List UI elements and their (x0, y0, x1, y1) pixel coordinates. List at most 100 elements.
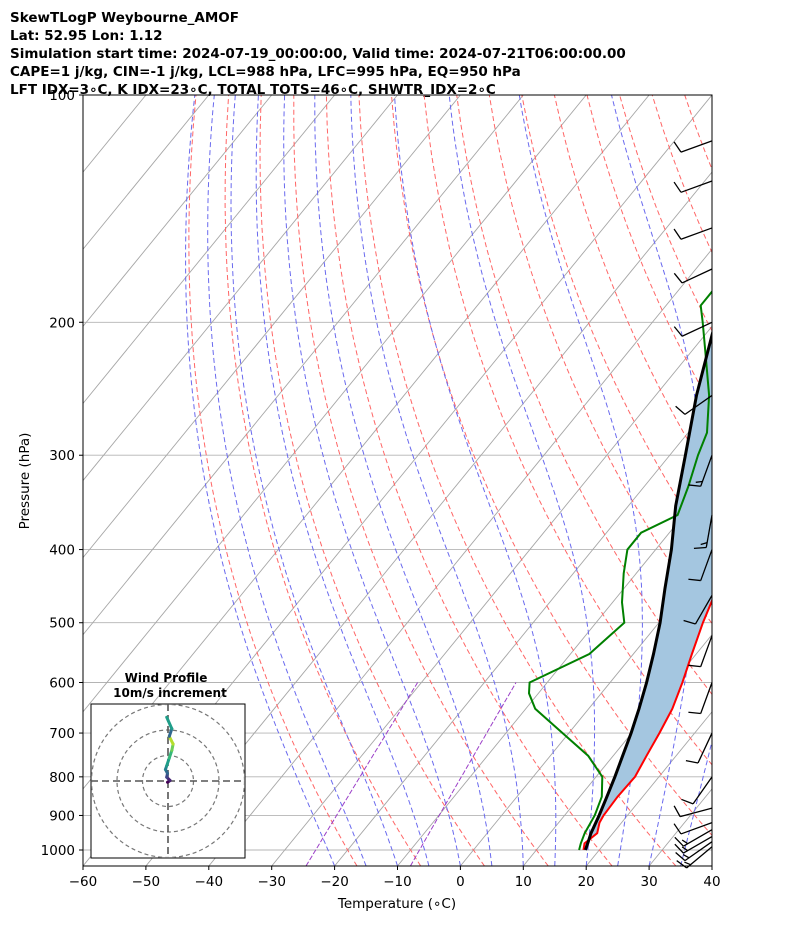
wind-barb (685, 732, 713, 764)
dry-adiabat-line (391, 95, 712, 837)
x-tick-label: 0 (456, 874, 465, 890)
wind-barb-shaft (679, 807, 713, 818)
wind-barb (683, 595, 713, 625)
moist-adiabat-line (350, 95, 524, 866)
wind-barbs (673, 140, 713, 869)
wind-barb (688, 549, 713, 582)
isotherm-line (145, 171, 712, 866)
y-tick-label: 900 (49, 808, 75, 824)
dry-adiabat-line (325, 95, 613, 866)
mixing-ratio-line (305, 682, 419, 866)
wind-barb-feather (673, 326, 683, 337)
isotherm-line (83, 95, 210, 250)
wind-barb-feather (673, 181, 682, 193)
wind-barb-shaft (680, 227, 713, 240)
dry-adiabat-line (188, 95, 358, 866)
dewpoint-line (527, 290, 712, 851)
wind-barb-feather (681, 839, 689, 845)
dry-adiabat-line (783, 95, 794, 866)
moist-adiabat-line (185, 95, 336, 866)
y-tick-label: 800 (49, 770, 75, 786)
wind-barb (674, 836, 713, 854)
hodograph-subtitle: 10m/s increment (113, 686, 227, 700)
wind-barb (673, 805, 713, 818)
x-tick-label: 40 (703, 874, 720, 890)
y-tick-label: 700 (49, 726, 75, 742)
y-axis-label: Pressure (hPa) (17, 433, 33, 530)
hodograph-inset: Wind Profile 10m/s increment (90, 671, 246, 859)
figure-header: SkewTLogP Weybourne_AMOF Lat: 52.95 Lon:… (10, 9, 626, 99)
wind-barb-shaft (700, 682, 713, 714)
profile-lines (527, 290, 712, 851)
isotherm-line (83, 95, 335, 405)
moist-adiabat-line (711, 864, 712, 866)
moist-adiabat-line (255, 95, 430, 866)
axes: −60 −50 −40 −30 −20 −10 0 10 20 30 40 100 200 300 400 5… (41, 88, 721, 890)
dry-adiabat-line (717, 95, 794, 866)
wind-barb-feather (688, 664, 701, 668)
wind-barb (693, 514, 713, 550)
wind-barb-shaft (684, 841, 713, 862)
isotherm-line (711, 865, 712, 866)
wind-barb-feather (674, 843, 684, 854)
dry-adiabat-line (651, 95, 712, 254)
dry-adiabat-line (293, 95, 549, 866)
wind-barb (673, 321, 713, 337)
wind-barb-shaft (681, 321, 713, 337)
wind-barb-feather (700, 541, 708, 546)
stability-indices-2: LFT IDX=3∘C, K IDX=23∘C, TOTAL TOTS=46∘C… (10, 82, 496, 98)
dry-adiabat-line (521, 95, 712, 554)
wind-barb (688, 455, 713, 487)
moist-adiabat-line (283, 95, 461, 866)
wind-barb-feather (681, 798, 694, 805)
isotherm-line (334, 402, 712, 866)
isotherm-line (522, 633, 712, 866)
moist-adiabat-line (314, 95, 493, 866)
x-tick-label: −40 (195, 874, 224, 890)
wind-barb (675, 394, 713, 415)
wind-barb-feather (683, 619, 696, 625)
wind-barb-feather (693, 546, 707, 550)
wind-barb (673, 268, 713, 284)
wind-barb-shaft (697, 732, 713, 764)
wind-barb (681, 776, 713, 805)
hodograph-title: Wind Profile (125, 671, 208, 685)
wind-barb-feather (681, 846, 689, 852)
wind-barb-shaft (700, 635, 713, 667)
wind-barb-shaft (683, 829, 713, 847)
y-tick-label: 100 (49, 88, 75, 104)
wind-barb-feather (688, 711, 701, 715)
wind-barb-shaft (684, 394, 713, 415)
wind-barb-shaft (686, 846, 713, 869)
isotherm-line (83, 95, 461, 559)
moist-adiabat-line (518, 95, 643, 866)
isotherm-line (460, 556, 712, 866)
moist-adiabat-line (230, 95, 398, 866)
x-tick-label: 10 (515, 874, 532, 890)
x-tick-label: 20 (578, 874, 595, 890)
simulation-times: Simulation start time: 2024-07-19_00:00:… (10, 46, 626, 62)
isotherm-line (83, 95, 273, 328)
wind-barb-shaft (705, 514, 713, 548)
figure-title: SkewTLogP Weybourne_AMOF (10, 10, 239, 26)
wind-barb-shaft (680, 822, 713, 835)
isotherm-line (83, 95, 524, 636)
wind-barb (675, 841, 713, 862)
dry-adiabat-line (553, 95, 712, 482)
isotherm-line (648, 788, 712, 866)
wind-barb (673, 227, 713, 240)
wind-barb-feather (673, 272, 683, 284)
wind-barb-feather (695, 480, 703, 483)
wind-barb (688, 682, 713, 715)
wind-barb-feather (684, 861, 691, 866)
x-tick-label: 30 (641, 874, 658, 890)
dry-adiabat-line (750, 95, 794, 866)
hodograph-segment (165, 715, 174, 731)
wind-barb-shaft (681, 268, 713, 284)
wind-barb (688, 635, 713, 668)
isotherm-line (397, 479, 712, 866)
wind-barb-feather (675, 405, 686, 415)
isotherm-line (83, 95, 587, 713)
wind-barb-shaft (692, 776, 713, 805)
